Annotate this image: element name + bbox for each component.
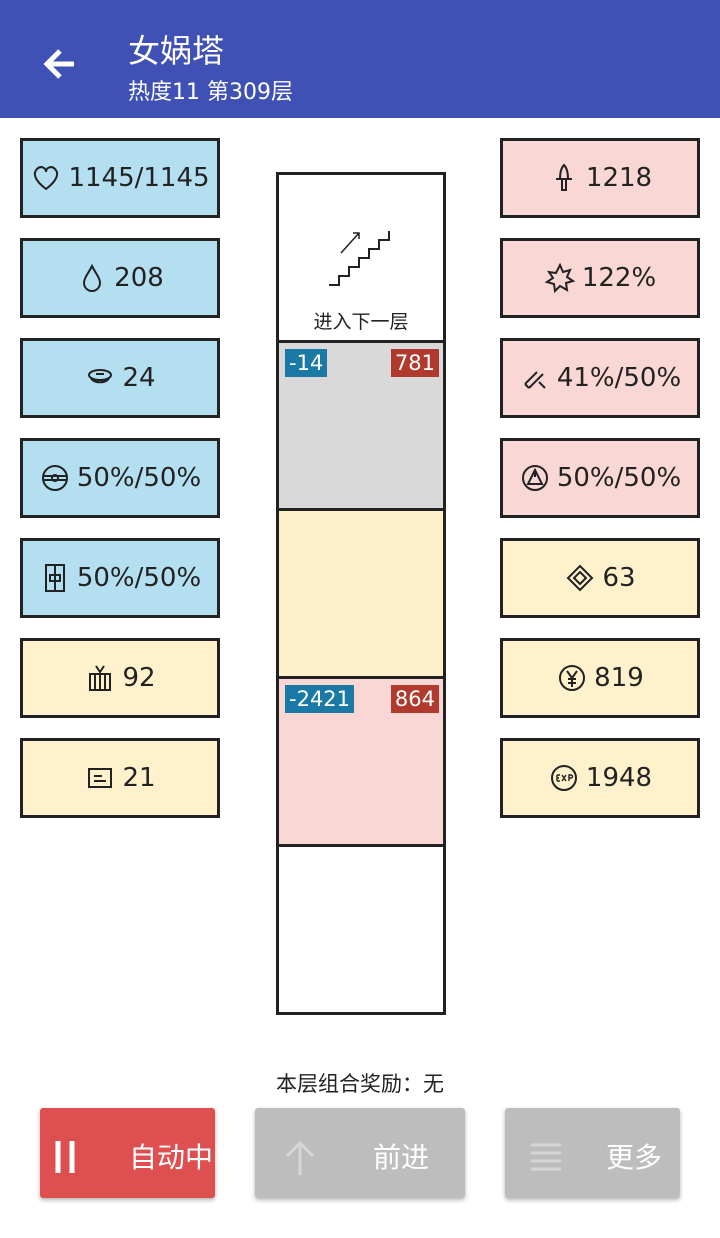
stat-box: 1948	[500, 738, 700, 818]
icon-shape	[55, 1141, 75, 1173]
stat-value: 50%/50%	[76, 563, 202, 593]
stat-icon	[34, 166, 59, 191]
stat-icon	[41, 465, 68, 491]
stat-value: 50%/50%	[556, 463, 682, 493]
tower-cell	[279, 844, 443, 1012]
stat-box: 1145/1145	[20, 138, 220, 218]
cell-label: 进入下一层	[313, 311, 409, 333]
back-arrow	[43, 49, 74, 79]
stat-value: 1948	[585, 763, 653, 793]
icon-shape	[521, 465, 548, 491]
icon-shape	[285, 1140, 315, 1175]
stat-icon	[524, 371, 546, 389]
stat-icon	[559, 665, 586, 691]
icon-shape	[531, 1143, 561, 1171]
icon-shape	[41, 465, 68, 491]
stat-icon	[44, 564, 65, 592]
icon-shape	[48, 565, 61, 591]
button[interactable]: 更多	[505, 1108, 680, 1198]
icon-shape	[550, 765, 577, 791]
stat-box: 50%/50%	[500, 438, 700, 518]
icon-shape	[88, 768, 113, 788]
stat-box: 1218	[500, 138, 700, 218]
stat-value: 50%/50%	[76, 463, 202, 493]
stat-box: 208	[20, 238, 220, 318]
title: 女娲塔	[128, 32, 225, 70]
badge-left: -2421	[285, 685, 355, 713]
reward-text: 本层组合奖励：无	[276, 1072, 444, 1096]
stat-icon	[83, 263, 102, 292]
stat-box: 122%	[500, 238, 700, 318]
stat-box: 50%/50%	[20, 538, 220, 618]
button[interactable]: 前进	[255, 1108, 465, 1198]
stat-value: 63	[602, 563, 636, 593]
stat-box: 50%/50%	[20, 438, 220, 518]
icon-shape	[556, 774, 574, 782]
tower-cell: -2421 864	[279, 676, 443, 844]
button-icon	[55, 1141, 75, 1173]
stat-icon	[88, 369, 113, 384]
stairs-icon	[329, 231, 390, 286]
button-label: 前进	[372, 1141, 429, 1174]
icon-shape	[329, 231, 390, 286]
button-label: 更多	[605, 1141, 662, 1174]
badge-left: -14	[285, 349, 328, 377]
badge-right: 864	[390, 685, 439, 713]
icon-shape	[83, 263, 102, 292]
subtitle: 热度11 第309层	[128, 80, 293, 105]
stat-value: 208	[114, 263, 164, 293]
icon-shape	[544, 262, 576, 294]
stat-box: 92	[20, 638, 220, 718]
button-icon	[285, 1140, 315, 1175]
stat-value: 92	[122, 663, 156, 693]
stat-value: 1145/1145	[68, 163, 210, 193]
stat-icon	[544, 262, 576, 294]
button-icon	[531, 1143, 561, 1171]
stat-value: 24	[122, 363, 156, 393]
stat-icon	[88, 768, 113, 788]
stat-value: 819	[594, 663, 644, 693]
icon-shape	[524, 371, 546, 389]
tower-cell: 进入下一层	[279, 175, 443, 340]
icon-shape	[89, 665, 112, 691]
back-button[interactable]	[38, 42, 82, 86]
tower-cell	[279, 508, 443, 676]
icon-shape	[567, 564, 594, 592]
stat-box: 24	[20, 338, 220, 418]
stat-value: 21	[122, 763, 156, 793]
tower-cell: -14 781	[279, 340, 443, 508]
button-label: 自动中	[128, 1141, 213, 1174]
icon-shape	[88, 369, 113, 381]
icon-shape	[90, 373, 111, 384]
icon-shape	[555, 163, 572, 191]
stat-icon	[567, 564, 594, 592]
stat-icon	[550, 765, 577, 791]
button[interactable]: 自动中	[40, 1108, 215, 1198]
icon-shape	[50, 474, 59, 482]
stat-value: 122%	[581, 263, 657, 293]
tower: 进入下一层 -14 781 -2421 864	[276, 172, 446, 1015]
icon-shape	[559, 665, 586, 691]
stat-box: 63	[500, 538, 700, 618]
badge-right: 781	[390, 349, 439, 377]
stat-value: 41%/50%	[556, 363, 682, 393]
stat-icon	[89, 665, 112, 691]
stat-icon	[555, 163, 572, 191]
icon-shape	[34, 166, 59, 191]
stat-icon	[521, 465, 548, 491]
stat-value: 1218	[585, 163, 653, 193]
icon-shape	[526, 467, 544, 485]
icon-shape	[94, 775, 107, 782]
stat-box: 21	[20, 738, 220, 818]
icon-shape	[42, 475, 67, 481]
icon-shape	[566, 670, 578, 687]
stat-box: 819	[500, 638, 700, 718]
stat-box: 41%/50%	[500, 338, 700, 418]
icon-shape	[340, 232, 360, 254]
app-bar: 女娲塔 热度11 第309层	[0, 0, 720, 118]
